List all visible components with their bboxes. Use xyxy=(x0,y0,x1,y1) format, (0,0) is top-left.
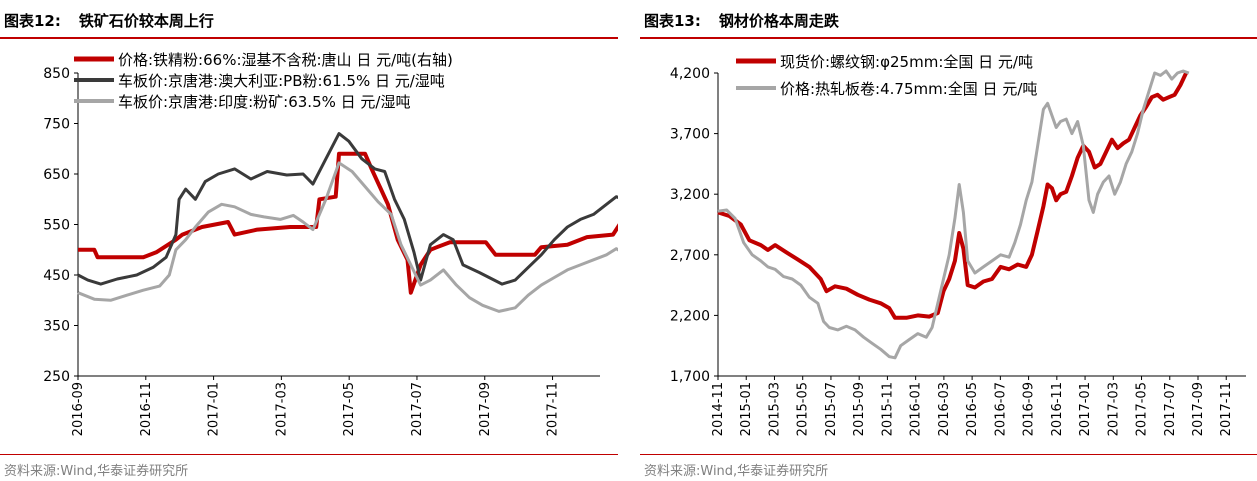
right-figure-panel: 图表13: 钢材价格本周走跌 4,200 3,700 3,200 2,700 2,200 1… xyxy=(640,0,1257,481)
x-tick-label: 2017-03 xyxy=(274,382,289,436)
x-tick-label: 2016-01 xyxy=(909,382,924,436)
y-tick-label: 1,700 xyxy=(670,369,710,385)
x-tick-label: 2016-09 xyxy=(71,382,86,436)
x-tick-label: 2017-09 xyxy=(478,382,493,436)
y-tick-label: 350 xyxy=(43,319,70,335)
x-tick-label: 2014-11 xyxy=(711,382,726,436)
legend-label-1: 现货价:螺纹钢:φ25mm:全国 日 元/吨 xyxy=(780,53,1033,71)
legend-label-2: 价格:热轧板卷:4.75mm:全国 日 元/吨 xyxy=(780,80,1037,98)
legend-label-3: 车板价:京唐港:印度:粉矿:63.5% 日 元/湿吨 xyxy=(118,93,410,111)
x-tick-label: 2015-03 xyxy=(767,382,782,436)
y-tick-label: 550 xyxy=(43,218,70,234)
series-line-2 xyxy=(718,71,1189,358)
y-tick-label: 850 xyxy=(43,66,70,82)
series-line-2 xyxy=(78,134,618,285)
x-tick-label: 2017-05 xyxy=(342,382,357,436)
x-tick-label: 2017-09 xyxy=(1191,382,1206,436)
x-tick-label: 2016-09 xyxy=(1022,382,1037,436)
x-tick-label: 2015-11 xyxy=(880,382,895,436)
series-line-3 xyxy=(78,163,618,332)
x-tick-label: 2016-11 xyxy=(139,382,154,436)
y-tick-label: 750 xyxy=(43,117,70,133)
left-figure-label: 图表12: xyxy=(4,12,61,30)
x-tick-label: 2015-07 xyxy=(824,382,839,436)
x-tick-label: 2017-01 xyxy=(1078,382,1093,436)
legend-label-1: 价格:铁精粉:66%:湿基不含税:唐山 日 元/吨(右轴) xyxy=(118,51,453,69)
x-tick-label: 2017-11 xyxy=(546,382,561,436)
x-tick-label: 2016-03 xyxy=(937,382,952,436)
y-tick-label: 3,700 xyxy=(670,127,710,143)
y-tick-label: 2,700 xyxy=(670,248,710,264)
y-tick-label: 3,200 xyxy=(670,187,710,203)
right-figure-label: 图表13: xyxy=(644,12,701,30)
y-tick-label: 650 xyxy=(43,167,70,183)
x-tick-label: 2017-07 xyxy=(410,382,425,436)
y-tick-label: 4,200 xyxy=(670,66,710,82)
x-tick-label: 2015-05 xyxy=(796,382,811,436)
x-tick-label: 2016-05 xyxy=(965,382,980,436)
x-tick-label: 2017-03 xyxy=(1106,382,1121,436)
y-tick-label: 250 xyxy=(43,369,70,385)
series-line-1 xyxy=(78,154,618,293)
x-tick-label: 2016-11 xyxy=(1050,382,1065,436)
left-source-rule xyxy=(0,454,618,455)
right-figure-caption: 钢材价格本周走跌 xyxy=(719,12,839,30)
series-line-1 xyxy=(718,73,1186,318)
x-tick-label: 2015-01 xyxy=(739,382,754,436)
y-tick-label: 450 xyxy=(43,268,70,284)
x-tick-label: 2017-05 xyxy=(1135,382,1150,436)
right-source-rule xyxy=(640,454,1257,455)
x-tick-label: 2015-09 xyxy=(852,382,867,436)
x-tick-label: 2016-07 xyxy=(993,382,1008,436)
y-tick-label: 2,200 xyxy=(670,308,710,324)
x-tick-label: 2017-01 xyxy=(207,382,222,436)
x-tick-label: 2017-11 xyxy=(1219,382,1234,436)
left-figure-title: 图表12: 铁矿石价较本周上行 xyxy=(4,10,214,31)
left-figure-panel: 图表12: 铁矿石价较本周上行 850 750 650 550 450 350 250 2016… xyxy=(0,0,618,481)
legend-label-2: 车板价:京唐港:澳大利亚:PB粉:61.5% 日 元/湿吨 xyxy=(118,72,445,90)
left-title-rule xyxy=(0,37,618,39)
left-source-note: 资料来源:Wind,华泰证券研究所 xyxy=(4,460,188,479)
left-figure-caption: 铁矿石价较本周上行 xyxy=(79,12,214,30)
x-tick-label: 2017-07 xyxy=(1163,382,1178,436)
right-source-note: 资料来源:Wind,华泰证券研究所 xyxy=(644,460,828,479)
right-title-rule xyxy=(640,37,1257,39)
right-figure-title: 图表13: 钢材价格本周走跌 xyxy=(644,10,839,31)
